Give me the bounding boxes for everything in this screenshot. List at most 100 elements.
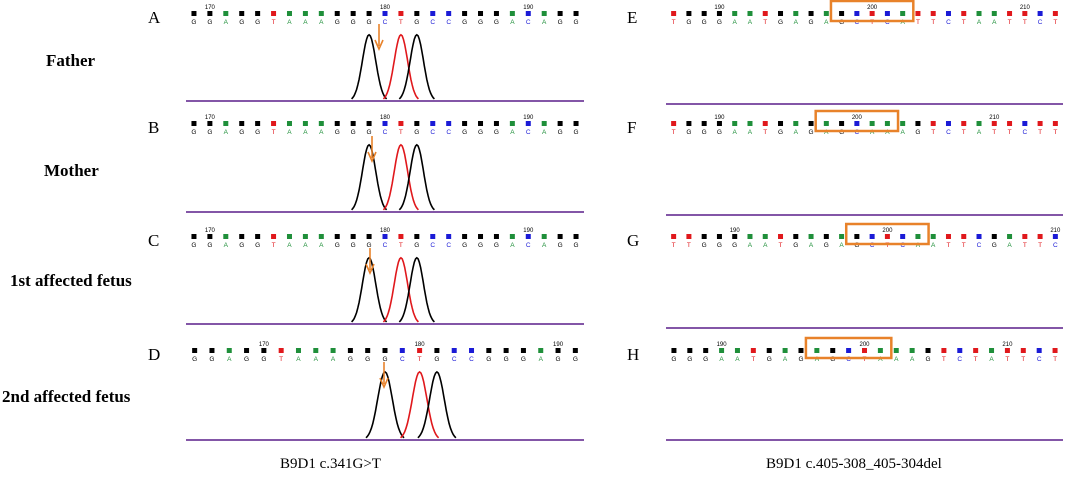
panel-letter-e: E <box>627 8 638 27</box>
base-square-right-2-13 <box>869 234 875 239</box>
base-square-right-1-10 <box>823 121 829 126</box>
base-square-left-0-0 <box>191 11 197 16</box>
position-label-right-0-2: 210 <box>1020 5 1031 11</box>
base-letter-left-0-19: G <box>494 19 499 26</box>
base-square-right-2-24 <box>1037 234 1043 239</box>
base-letter-right-3-22: T <box>1021 356 1025 363</box>
base-square-right-2-8 <box>793 234 799 239</box>
base-square-right-1-15 <box>900 121 906 126</box>
base-square-right-2-5 <box>747 234 753 239</box>
base-letter-right-0-15: A <box>901 19 906 26</box>
base-letter-right-2-24: T <box>1038 242 1042 249</box>
base-letter-right-1-16: G <box>915 129 920 136</box>
base-square-left-1-6 <box>286 121 292 126</box>
base-square-right-1-2 <box>701 121 707 126</box>
base-square-left-1-24 <box>573 121 579 126</box>
base-letter-left-3-22: G <box>573 356 578 363</box>
base-square-right-0-15 <box>900 11 906 16</box>
base-letter-right-0-6: T <box>763 19 767 26</box>
base-square-right-3-8 <box>798 348 804 353</box>
base-square-left-0-10 <box>350 11 356 16</box>
base-letter-left-0-2: A <box>224 19 229 26</box>
base-letter-left-0-21: C <box>526 19 531 26</box>
base-letter-left-3-16: C <box>469 356 474 363</box>
base-letter-left-2-9: G <box>335 242 340 249</box>
position-label-left-1-2: 190 <box>523 115 534 121</box>
base-square-right-1-3 <box>716 121 722 126</box>
base-letter-right-3-8: G <box>798 356 803 363</box>
base-square-left-1-10 <box>350 121 356 126</box>
base-letter-right-0-1: G <box>686 19 691 26</box>
base-letter-left-3-9: G <box>348 356 353 363</box>
base-letter-right-3-19: T <box>974 356 978 363</box>
base-square-left-2-10 <box>350 234 356 239</box>
base-square-left-0-16 <box>446 11 452 16</box>
base-square-left-3-5 <box>278 348 284 353</box>
base-letter-right-0-16: T <box>916 19 920 26</box>
base-square-right-2-17 <box>930 234 936 239</box>
base-square-left-1-16 <box>446 121 452 126</box>
base-letter-left-3-13: T <box>418 356 422 363</box>
base-letter-right-0-14: C <box>885 19 890 26</box>
caption-right: B9D1 c.405-308_405-304del <box>766 456 942 472</box>
base-letter-left-0-1: G <box>207 19 212 26</box>
base-letter-right-0-17: T <box>931 19 935 26</box>
base-square-right-3-4 <box>734 348 740 353</box>
position-label-right-3-2: 210 <box>1002 342 1013 348</box>
base-square-right-1-8 <box>793 121 799 126</box>
base-letter-left-0-18: G <box>478 19 483 26</box>
base-square-right-0-20 <box>976 11 982 16</box>
base-square-right-3-12 <box>862 348 867 353</box>
base-letter-left-2-3: G <box>239 242 244 249</box>
base-square-right-2-23 <box>1022 234 1028 239</box>
base-letter-right-3-10: G <box>830 356 835 363</box>
base-letter-right-3-9: A <box>815 356 820 363</box>
base-square-left-3-10 <box>365 348 371 353</box>
base-letter-left-3-4: G <box>261 356 266 363</box>
base-square-right-3-3 <box>719 348 725 353</box>
base-letter-left-2-22: A <box>542 242 547 249</box>
base-square-right-0-21 <box>991 11 997 16</box>
base-letter-right-1-5: A <box>748 129 753 136</box>
base-square-right-2-14 <box>884 234 890 239</box>
base-letter-left-2-0: G <box>191 242 196 249</box>
base-letter-left-2-13: T <box>399 242 403 249</box>
base-letter-right-1-2: G <box>702 129 707 136</box>
base-letter-right-1-15: A <box>901 129 906 136</box>
base-letter-right-1-21: T <box>992 129 996 136</box>
base-square-left-2-0 <box>191 234 197 239</box>
base-letter-left-0-8: A <box>319 19 324 26</box>
base-letter-right-0-25: T <box>1053 19 1057 26</box>
base-letter-right-1-11: G <box>839 129 844 136</box>
base-letter-left-0-3: G <box>239 19 244 26</box>
base-square-right-0-14 <box>884 11 890 16</box>
base-square-right-1-22 <box>1007 121 1013 126</box>
base-square-right-0-10 <box>823 11 829 16</box>
base-square-left-1-23 <box>557 121 563 126</box>
base-square-right-2-9 <box>808 234 814 239</box>
base-square-left-0-8 <box>318 11 324 16</box>
base-square-right-3-24 <box>1052 348 1058 353</box>
base-square-left-3-3 <box>244 348 250 353</box>
base-square-left-2-24 <box>573 234 579 239</box>
base-letter-left-2-8: A <box>319 242 324 249</box>
base-square-right-3-17 <box>941 348 947 353</box>
base-letter-right-2-5: A <box>748 242 753 249</box>
base-square-right-2-10 <box>823 234 829 239</box>
position-label-left-0-0: 170 <box>205 5 216 11</box>
base-square-left-1-12 <box>382 121 388 126</box>
base-letter-left-1-9: G <box>335 129 340 136</box>
position-label-left-1-0: 170 <box>205 115 216 121</box>
base-square-left-1-11 <box>366 121 372 126</box>
peak-left-2-11 <box>351 256 388 323</box>
base-letter-right-3-15: A <box>910 356 915 363</box>
base-letter-left-2-5: T <box>272 242 276 249</box>
base-square-left-0-13 <box>398 11 404 16</box>
base-letter-right-2-10: G <box>824 242 829 249</box>
base-letter-left-2-11: G <box>367 242 372 249</box>
base-square-right-2-7 <box>778 234 784 239</box>
base-square-left-3-20 <box>538 348 544 353</box>
base-letter-left-2-7: A <box>303 242 308 249</box>
base-letter-left-3-20: A <box>539 356 544 363</box>
base-square-right-0-6 <box>762 11 768 16</box>
